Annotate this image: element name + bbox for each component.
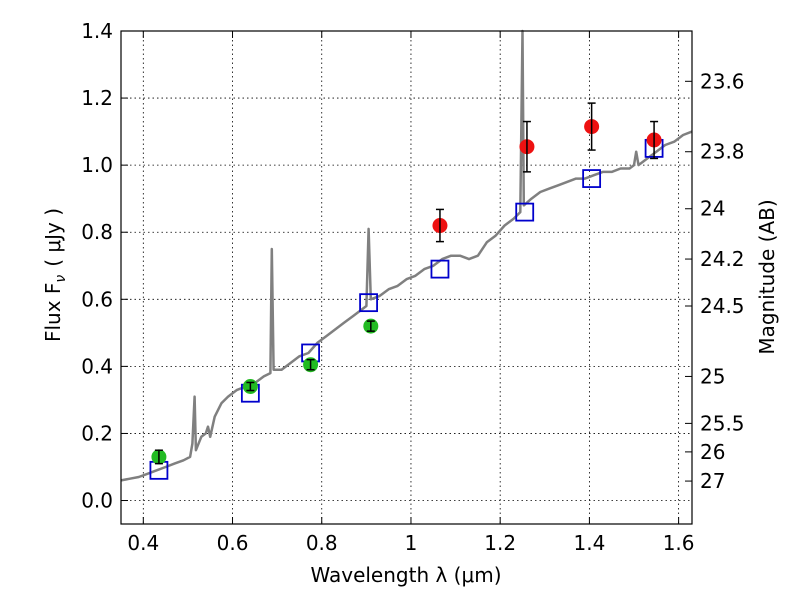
- right-tick-label: 23.6: [700, 69, 745, 93]
- x-tick-label: 1.2: [484, 531, 516, 555]
- y-tick-label: 0.6: [81, 287, 113, 311]
- y-tick-label: 0.4: [81, 354, 113, 378]
- right-tick-label: 25.5: [700, 411, 745, 435]
- right-tick-label: 24: [700, 197, 725, 221]
- right-tick-label: 24.5: [700, 294, 745, 318]
- x-tick-label: 0.6: [217, 531, 249, 555]
- x-tick-label: 1: [405, 531, 418, 555]
- y-tick-label: 1.2: [81, 86, 113, 110]
- y-axis-label-left: Flux Fν ( μJy ): [41, 208, 69, 342]
- right-tick-label: 26: [700, 440, 725, 464]
- y-tick-label: 1.4: [81, 19, 113, 43]
- model-photometry-square: [430, 259, 450, 279]
- x-tick-label: 1.6: [663, 531, 695, 555]
- right-tick-label: 23.8: [700, 140, 745, 164]
- model-photometry-square: [515, 202, 535, 222]
- right-tick-label: 24.2: [700, 247, 745, 271]
- y-tick-label: 0.0: [81, 489, 113, 513]
- right-tick-label: 25: [700, 364, 725, 388]
- y-axis-label-unit: ( μJy ): [41, 208, 65, 267]
- plot-frame: [120, 30, 693, 525]
- axis-labels: Wavelength λ (μm) Flux Fν ( μJy ) Magnitu…: [41, 199, 779, 587]
- x-tick-label: 0.4: [127, 531, 159, 555]
- x-axis-label: Wavelength λ (μm): [310, 563, 501, 587]
- right-tick-label: 27: [700, 469, 725, 493]
- model-photometry-square: [582, 169, 602, 188]
- model-photometry-square: [359, 293, 378, 313]
- plot-border: [120, 30, 693, 525]
- y-tick-label: 1.0: [81, 153, 113, 177]
- model-spectrum-line: [120, 29, 693, 482]
- axes: 0.4 0.6 0.8 1 1.2 1.4 1.6 0.0 0.2 0.4 0.6 0.8 1.0 1.2…: [81, 19, 744, 555]
- x-tick-label: 1.4: [573, 531, 605, 555]
- x-tick-label: 0.8: [306, 531, 338, 555]
- plot-series: [120, 29, 693, 482]
- y-tick-label: 0.2: [81, 421, 113, 445]
- grid-lines: [121, 30, 692, 524]
- y-axis-label-right: Magnitude (AB): [755, 199, 779, 354]
- y-tick-label: 0.8: [81, 220, 113, 244]
- y-axis-label-sub: ν: [53, 275, 69, 283]
- y-axis-label-flux: Flux F: [41, 283, 65, 342]
